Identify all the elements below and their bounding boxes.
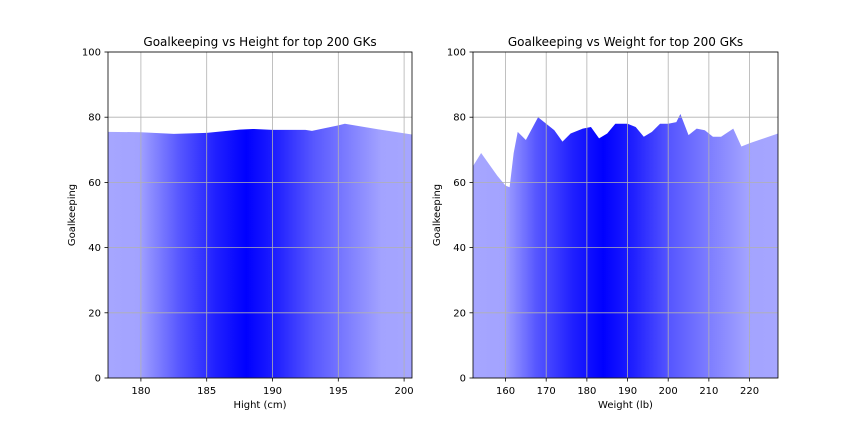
y-tick-label: 80 (88, 113, 101, 124)
area-fill (473, 113, 778, 378)
y-tick-label: 40 (453, 243, 466, 254)
y-tick-label: 60 (88, 178, 101, 189)
y-tick-label: 80 (453, 113, 466, 124)
y-tick-label: 60 (453, 178, 466, 189)
y-tick-label: 0 (95, 374, 101, 385)
y-tick-label: 20 (88, 308, 101, 319)
chart-title: Goalkeeping vs Weight for top 200 GKs (508, 35, 743, 49)
x-tick-label: 190 (618, 386, 637, 397)
y-axis-label: Goalkeeping (67, 184, 78, 246)
y-axis-ticks: 0 20 40 60 80 100 (447, 48, 473, 385)
plot-frame (107, 51, 413, 379)
x-tick-label: 210 (699, 386, 718, 397)
y-axis-label: Goalkeeping (432, 184, 443, 246)
x-axis-ticks: 160 170 180 190 200 210 220 (496, 378, 759, 397)
weight-chart: 160 170 180 190 200 210 220 0 20 40 60 80 100 Goalk… (432, 35, 779, 411)
x-tick-label: 160 (496, 386, 515, 397)
x-tick-label: 180 (577, 386, 596, 397)
y-tick-label: 20 (453, 308, 466, 319)
y-tick-label: 40 (88, 243, 101, 254)
chart-title: Goalkeeping vs Height for top 200 GKs (143, 35, 376, 49)
x-tick-label: 195 (329, 386, 348, 397)
x-tick-label: 180 (131, 386, 150, 397)
y-tick-label: 100 (82, 48, 101, 59)
goalkeeping-area (108, 123, 412, 378)
y-tick-label: 0 (460, 374, 466, 385)
y-tick-label: 100 (447, 48, 466, 59)
y-axis-ticks: 0 20 40 60 80 100 (82, 48, 108, 385)
goalkeeping-area (473, 113, 778, 378)
x-tick-label: 185 (197, 386, 216, 397)
plot-frame (472, 51, 779, 379)
x-tick-label: 190 (263, 386, 282, 397)
x-tick-label: 170 (537, 386, 556, 397)
x-tick-label: 220 (740, 386, 759, 397)
x-axis-label: Hight (cm) (233, 400, 286, 411)
height-chart: 180 185 190 195 200 0 20 40 60 80 100 Goalkeeping… (67, 35, 414, 411)
x-axis-ticks: 180 185 190 195 200 (131, 378, 414, 397)
area-fill (108, 123, 412, 378)
x-tick-label: 200 (659, 386, 678, 397)
x-tick-label: 200 (395, 386, 414, 397)
x-axis-label: Weight (lb) (598, 400, 653, 411)
